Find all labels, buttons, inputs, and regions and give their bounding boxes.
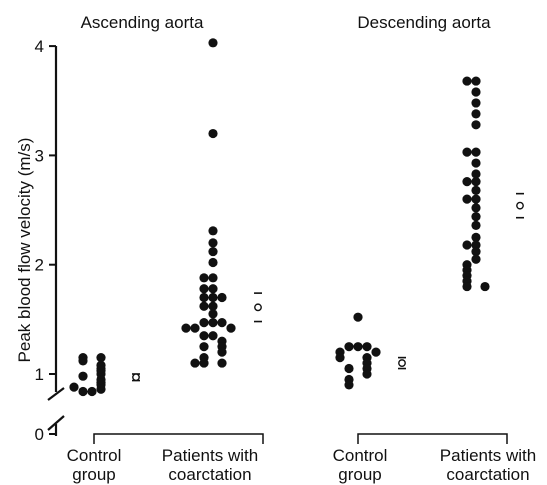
data-point xyxy=(78,353,88,363)
mean-marker xyxy=(132,373,140,382)
axis-break-mark xyxy=(47,387,65,401)
data-point xyxy=(208,246,218,257)
data-point xyxy=(199,318,209,328)
data-point xyxy=(199,292,209,303)
y-tick-label: 1 xyxy=(35,365,44,384)
mean-marker xyxy=(254,303,262,312)
data-point xyxy=(471,240,481,250)
data-point xyxy=(208,292,218,303)
group-label-line2: coarctation xyxy=(446,465,529,484)
data-point xyxy=(480,281,490,292)
data-point xyxy=(96,360,106,370)
data-point xyxy=(199,342,209,352)
group-bracket xyxy=(93,433,264,444)
data-point xyxy=(217,347,227,357)
data-point xyxy=(78,386,88,397)
y-tick-label: 4 xyxy=(35,37,44,56)
data-point xyxy=(344,342,354,352)
group-label-line2: group xyxy=(338,465,381,484)
data-point xyxy=(471,158,481,168)
data-point xyxy=(199,301,209,311)
group-label-line1: Patients with xyxy=(162,446,258,465)
data-point xyxy=(471,98,481,108)
y-tick-label: 0 xyxy=(35,425,44,444)
data-point xyxy=(190,323,200,333)
y-axis-label: Peak blood flow velocity (m/s) xyxy=(15,138,34,363)
data-point xyxy=(181,323,191,333)
y-axis: 1 2 3 4 0 xyxy=(35,37,508,444)
data-point xyxy=(344,363,354,374)
data-point xyxy=(462,281,472,292)
y-tick-label: 2 xyxy=(35,256,44,275)
data-point xyxy=(471,232,481,242)
data-point xyxy=(471,177,481,187)
data-point xyxy=(362,342,372,352)
data-point xyxy=(199,273,209,283)
data-point xyxy=(471,220,481,230)
data-point xyxy=(217,318,227,328)
data-point xyxy=(208,331,218,341)
data-point xyxy=(199,284,209,294)
data-point xyxy=(353,342,363,352)
data-point xyxy=(471,194,481,204)
data-point xyxy=(208,226,218,236)
data-point xyxy=(69,382,79,392)
data-point xyxy=(87,386,97,397)
panel-title-ascending: Ascending aorta xyxy=(81,13,204,32)
data-point xyxy=(96,353,106,363)
panel-title-descending: Descending aorta xyxy=(357,13,491,32)
data-point xyxy=(199,331,209,341)
data-point xyxy=(471,109,481,119)
data-point xyxy=(208,301,218,311)
data-point xyxy=(208,238,218,248)
data-point xyxy=(78,371,88,381)
data-point xyxy=(208,128,218,139)
data-point xyxy=(208,309,218,319)
group-label-line1: Control xyxy=(67,446,122,465)
data-points xyxy=(69,38,524,397)
data-point xyxy=(462,147,472,157)
data-point xyxy=(471,120,481,130)
data-point xyxy=(371,347,381,357)
group-label-line1: Control xyxy=(333,446,388,465)
data-point xyxy=(362,369,372,379)
data-point xyxy=(226,323,236,333)
data-point xyxy=(462,240,472,250)
data-point xyxy=(471,246,481,257)
data-point xyxy=(208,257,218,268)
data-point xyxy=(217,292,227,303)
data-point xyxy=(199,358,209,368)
data-point xyxy=(353,312,363,322)
data-point xyxy=(344,380,354,390)
data-point xyxy=(208,273,218,283)
data-point xyxy=(471,185,481,195)
data-point xyxy=(208,38,218,48)
data-point xyxy=(471,169,481,179)
mean-marker xyxy=(516,201,524,210)
y-tick-label: 3 xyxy=(35,146,44,165)
data-point xyxy=(471,87,481,97)
data-point xyxy=(462,194,472,204)
mean-marker xyxy=(398,359,406,367)
data-point xyxy=(217,358,227,368)
data-point xyxy=(462,177,472,187)
data-point xyxy=(471,76,481,86)
group-label-line1: Patients with xyxy=(440,446,536,465)
group-label-line2: group xyxy=(72,465,115,484)
data-point xyxy=(208,318,218,328)
data-point xyxy=(335,353,345,363)
data-point xyxy=(462,76,472,86)
data-point xyxy=(471,203,481,213)
data-point xyxy=(471,147,481,157)
data-point xyxy=(208,284,218,294)
data-point xyxy=(190,358,200,368)
group-label-line2: coarctation xyxy=(168,465,251,484)
axis-break-mark xyxy=(47,415,65,431)
group-bracket xyxy=(357,433,508,444)
data-point xyxy=(471,254,481,264)
data-point xyxy=(471,212,481,222)
